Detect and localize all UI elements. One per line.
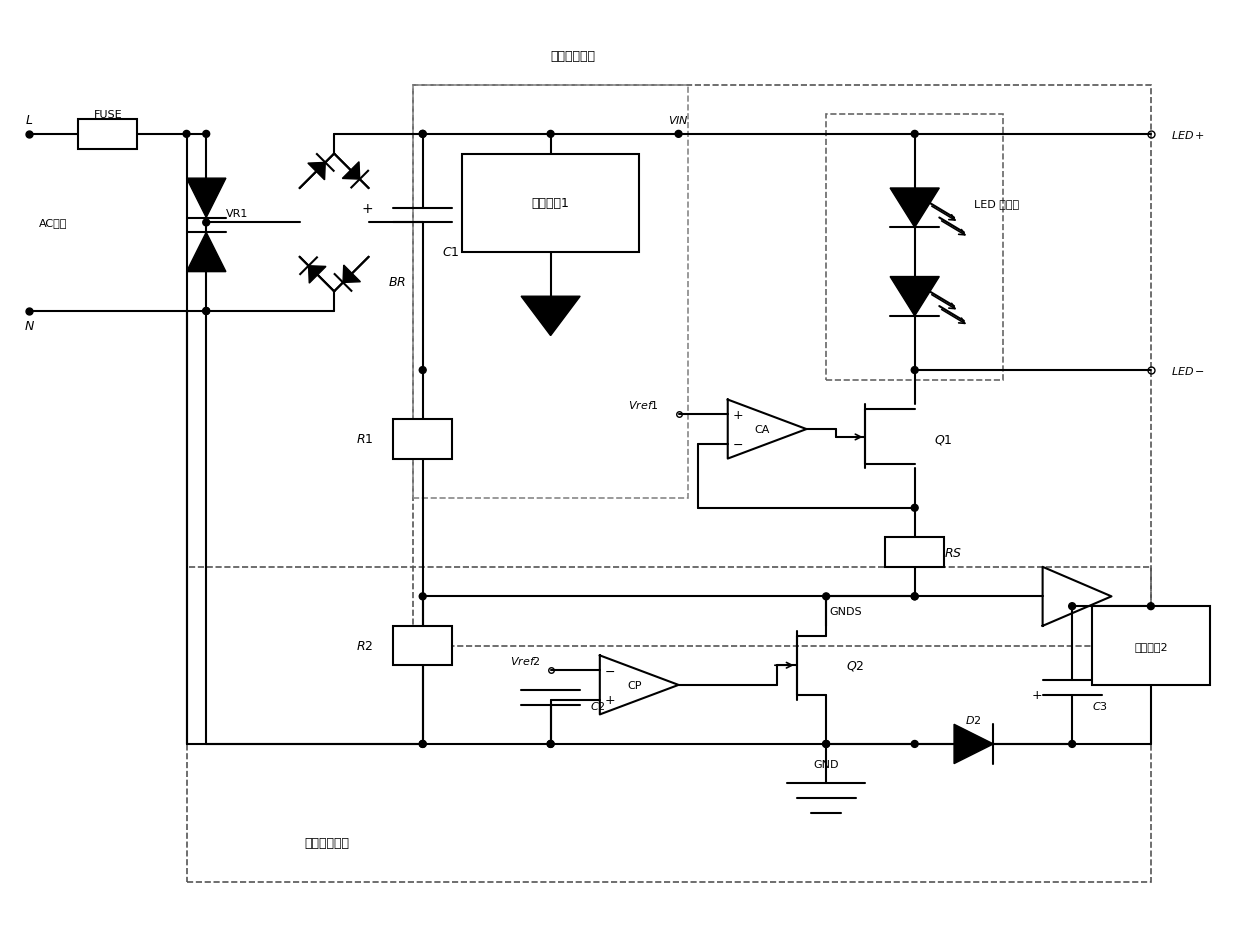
Text: $R1$: $R1$ [356,433,373,446]
Bar [413,85,1151,646]
Circle shape [203,308,209,316]
Text: $D2$: $D2$ [965,714,983,726]
Circle shape [203,220,209,226]
Circle shape [911,367,918,374]
Circle shape [823,741,830,748]
Bar [1092,607,1211,685]
Bar [413,548,1151,882]
Text: $-$: $-$ [605,664,616,677]
Circle shape [1147,603,1155,610]
Bar [826,115,1004,380]
Circle shape [675,131,681,138]
Circle shape [911,741,918,748]
Text: $Q2$: $Q2$ [846,659,865,673]
Polygon shape [343,265,361,283]
Text: FUSE: FUSE [93,110,123,120]
Text: $N$: $N$ [24,320,35,333]
Text: $C1$: $C1$ [442,246,460,259]
Circle shape [911,593,918,600]
Text: $VIN$: $VIN$ [668,114,689,126]
Text: $L$: $L$ [25,113,33,126]
Polygon shape [307,163,326,181]
Circle shape [911,505,918,511]
Polygon shape [187,233,225,272]
Bar [462,154,639,252]
Text: $Vref2$: $Vref2$ [510,654,540,666]
Text: CP: CP [627,680,642,690]
Circle shape [548,131,554,138]
Text: +: + [605,693,615,706]
Polygon shape [187,179,225,218]
Text: CA: CA [755,425,769,434]
Circle shape [419,367,426,374]
Text: VR1: VR1 [225,209,248,218]
Text: +: + [362,201,373,215]
Circle shape [1069,741,1075,748]
Text: $-$: $-$ [732,438,743,451]
Text: GNDS: GNDS [829,606,862,616]
Polygon shape [890,277,939,316]
Text: $RS$: $RS$ [944,546,963,559]
Bar [393,626,452,665]
Text: $C2$: $C2$ [590,699,606,711]
Circle shape [419,741,426,748]
Circle shape [183,131,190,138]
Bar [187,567,1151,882]
Bar [413,85,689,498]
Text: +: + [732,408,743,421]
Text: 过压关断电路: 过压关断电路 [305,836,349,849]
Circle shape [419,741,426,748]
Circle shape [823,593,830,600]
Text: $BR$: $BR$ [388,276,406,289]
Text: $Vref1$: $Vref1$ [628,399,659,411]
Circle shape [911,131,918,138]
Text: AC输入: AC输入 [38,218,67,228]
Polygon shape [342,162,359,180]
Polygon shape [522,297,580,336]
Bar [885,537,944,567]
Circle shape [548,741,554,748]
Text: $LED+$: $LED+$ [1171,129,1204,141]
Text: +: + [1032,689,1042,702]
Text: 恒流控制电路: 恒流控制电路 [550,49,596,62]
Circle shape [419,593,426,600]
Polygon shape [954,725,994,764]
Circle shape [823,741,830,748]
Polygon shape [309,266,326,284]
Text: GND: GND [813,759,839,768]
Text: 偏置电路2: 偏置电路2 [1134,641,1167,651]
Bar [78,120,138,149]
Circle shape [203,131,209,138]
Text: $R2$: $R2$ [356,639,373,652]
Circle shape [911,593,918,600]
Text: LED 芯片组: LED 芯片组 [974,199,1018,209]
Text: 偏置电路1: 偏置电路1 [532,197,570,210]
Circle shape [203,308,209,316]
Bar [393,419,452,459]
Circle shape [419,131,426,138]
Text: $LED-$: $LED-$ [1171,365,1204,377]
Circle shape [548,741,554,748]
Text: $C3$: $C3$ [1092,699,1108,711]
Circle shape [419,131,426,138]
Text: $Q1$: $Q1$ [934,432,953,446]
Circle shape [1069,603,1075,610]
Polygon shape [890,188,939,228]
